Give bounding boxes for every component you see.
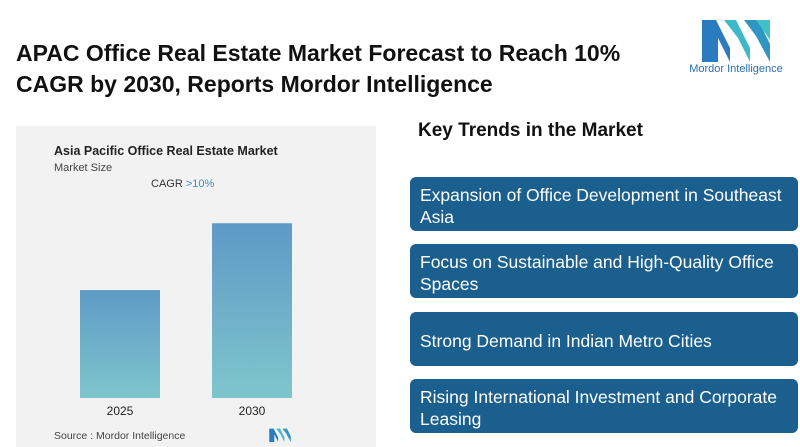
trend-item: Strong Demand in Indian Metro Cities bbox=[410, 312, 798, 366]
x-tick-label: 2025 bbox=[107, 404, 134, 418]
chart-subtitle: Market Size bbox=[54, 162, 113, 174]
cagr-annotation: CAGR >10% bbox=[151, 178, 214, 190]
trend-item: Expansion of Office Development in South… bbox=[410, 177, 798, 231]
cagr-label: CAGR bbox=[151, 178, 183, 190]
bar-2030 bbox=[212, 223, 292, 398]
bar-chart: 2025 2030 bbox=[80, 223, 292, 418]
trend-item: Focus on Sustainable and High-Quality Of… bbox=[410, 244, 798, 298]
bar-2025 bbox=[80, 290, 160, 398]
chart-panel: 2025 2030 Asia Pacific Office Real Estate… bbox=[16, 126, 376, 447]
trend-item-label: Strong Demand in Indian Metro Cities bbox=[420, 331, 712, 351]
trend-item-label: Focus on Sustainable and High-Quality Of… bbox=[420, 252, 774, 294]
brand-logo: Mordor Intelligence bbox=[688, 18, 784, 80]
x-tick-label: 2030 bbox=[239, 404, 266, 418]
mini-logo-icon bbox=[269, 428, 291, 442]
chart-title: Asia Pacific Office Real Estate Market bbox=[54, 144, 278, 158]
trend-item-label: Expansion of Office Development in South… bbox=[420, 185, 782, 227]
cagr-value: >10% bbox=[185, 178, 215, 190]
trend-item: Rising International Investment and Corp… bbox=[410, 379, 798, 433]
logo-text: Mordor Intelligence bbox=[689, 63, 783, 75]
trend-item-label: Rising International Investment and Corp… bbox=[420, 387, 778, 429]
page-title: APAC Office Real Estate Market Forecast … bbox=[16, 40, 621, 97]
source-note: Source : Mordor Intelligence bbox=[54, 430, 186, 442]
trends-title: Key Trends in the Market bbox=[418, 120, 643, 141]
mordor-intelligence-logo-icon bbox=[702, 20, 770, 62]
